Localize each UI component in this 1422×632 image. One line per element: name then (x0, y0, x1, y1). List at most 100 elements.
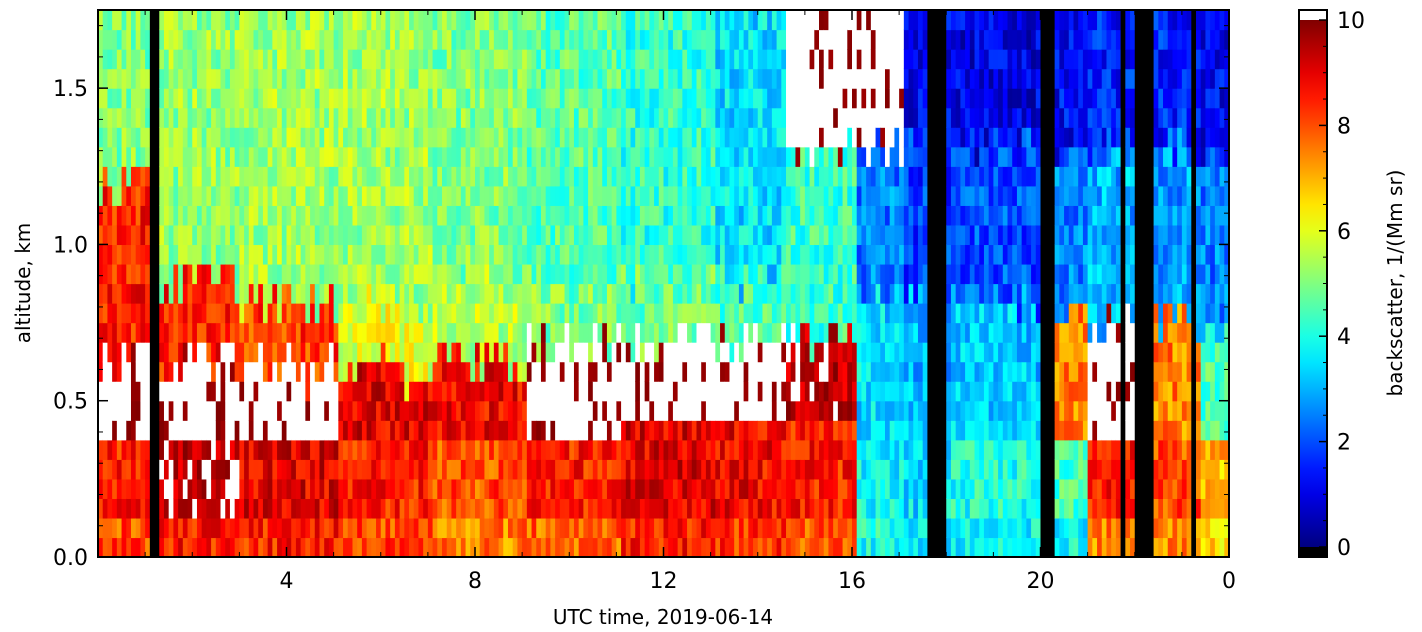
heatmap-cell (413, 459, 420, 480)
heatmap-cell (380, 342, 387, 363)
heatmap-cell (253, 498, 259, 519)
heatmap-cell (668, 537, 674, 557)
heatmap-cell (187, 537, 193, 557)
heatmap-cell (946, 283, 952, 304)
heatmap-cell (182, 49, 189, 70)
heatmap-cell (380, 498, 387, 519)
heatmap-cell (545, 49, 551, 70)
heatmap-cell (314, 205, 321, 226)
heatmap-cell (399, 146, 405, 167)
heatmap-cell (540, 459, 547, 480)
heatmap-cell (950, 478, 957, 499)
heatmap-cell (187, 381, 193, 402)
heatmap-cell (724, 537, 731, 557)
heatmap-cell (606, 127, 613, 148)
heatmap-cell (715, 49, 721, 70)
heatmap-cell (347, 478, 354, 499)
heatmap-cell (526, 146, 533, 167)
heatmap-cell (531, 439, 537, 460)
heatmap-cell (394, 322, 401, 343)
heatmap-cell (545, 537, 551, 557)
heatmap-cell (753, 478, 759, 499)
heatmap-cell (451, 478, 457, 499)
heatmap-cell (201, 29, 207, 50)
heatmap-cell (291, 498, 297, 519)
heatmap-cell (328, 185, 335, 206)
heatmap-cell (522, 263, 528, 285)
heatmap-cell (672, 88, 679, 109)
heatmap-cell (649, 517, 655, 539)
heatmap-cell (145, 400, 151, 421)
heatmap-cell (852, 49, 858, 70)
heatmap-cell (809, 342, 815, 363)
heatmap-cell (470, 459, 476, 480)
heatmap-cell (376, 166, 382, 187)
heatmap-cell (338, 49, 344, 70)
heatmap-cell (333, 224, 339, 246)
heatmap-cell (470, 342, 476, 363)
heatmap-cell (922, 224, 928, 246)
heatmap-cell (484, 322, 490, 343)
heatmap-cell (672, 400, 679, 421)
heatmap-cell (526, 205, 533, 226)
heatmap-cell (847, 146, 853, 167)
heatmap-cell (376, 439, 382, 460)
heatmap-cell (272, 224, 278, 246)
heatmap-cell (182, 88, 189, 109)
heatmap-cell (635, 10, 641, 31)
heatmap-cell (211, 322, 217, 343)
heatmap-cell (710, 400, 716, 421)
heatmap-cell (253, 166, 259, 187)
heatmap-cell (380, 244, 387, 265)
heatmap-cell (922, 400, 928, 421)
heatmap-cell (178, 68, 184, 89)
heatmap-cell (696, 185, 702, 206)
heatmap-cell (621, 439, 627, 460)
heatmap-cell (215, 322, 222, 343)
heatmap-cell (112, 303, 118, 324)
heatmap-cell (550, 68, 556, 89)
heatmap-cell (98, 537, 104, 557)
heatmap-cell (606, 49, 613, 70)
heatmap-cell (432, 68, 438, 89)
heatmap-cell (786, 68, 792, 89)
heatmap-cell (460, 517, 467, 539)
heatmap-cell (446, 322, 453, 343)
heatmap-cell (790, 88, 797, 109)
heatmap-cell (489, 88, 495, 109)
heatmap-cell (960, 420, 966, 441)
heatmap-cell (484, 10, 490, 31)
heatmap-cell (573, 29, 580, 50)
heatmap-cell (545, 88, 551, 109)
heatmap-cell (875, 107, 881, 128)
heatmap-cell (168, 381, 174, 402)
heatmap-cell (517, 420, 523, 441)
heatmap-cell (621, 283, 627, 304)
heatmap-cell (866, 459, 872, 480)
heatmap-cell (145, 205, 151, 226)
heatmap-cell (357, 244, 363, 265)
heatmap-cell (762, 322, 768, 343)
heatmap-cell (277, 224, 283, 246)
heatmap-cell (583, 283, 589, 304)
heatmap-cell (677, 88, 683, 109)
heatmap-cell (121, 498, 127, 519)
heatmap-cell (333, 361, 339, 382)
heatmap-cell (456, 107, 462, 128)
heatmap-cell (668, 244, 674, 265)
heatmap-cell (531, 459, 537, 480)
heatmap-cell (324, 361, 330, 382)
heatmap-cell (432, 537, 438, 557)
heatmap-cell (856, 224, 863, 246)
heatmap-cell (564, 127, 570, 148)
heatmap-cell (163, 283, 170, 304)
heatmap-cell (559, 517, 566, 539)
heatmap-cell (852, 29, 858, 50)
heatmap-cell (889, 478, 896, 499)
heatmap-cell (394, 478, 401, 499)
heatmap-cell (352, 537, 358, 557)
heatmap-cell (800, 322, 806, 343)
heatmap-cell (102, 381, 109, 402)
heatmap-cell (376, 342, 382, 363)
heatmap-cell (512, 224, 519, 246)
